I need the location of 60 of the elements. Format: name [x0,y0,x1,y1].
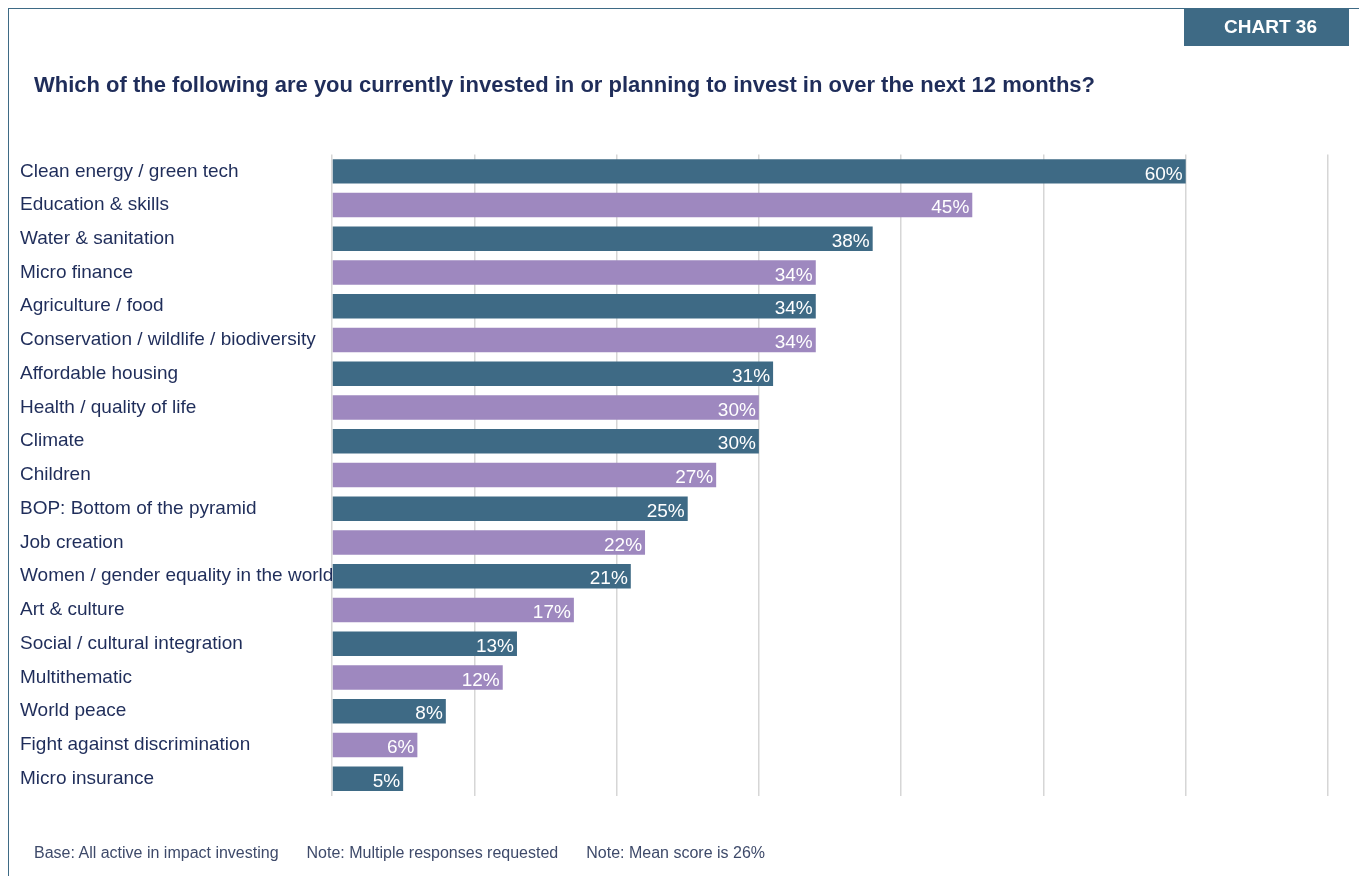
bar [332,631,517,656]
data-label: 17% [532,601,571,623]
y-tick-label: Education & skills [20,193,169,215]
bar [332,159,1186,184]
data-label: 30% [717,398,756,420]
data-label: 5% [372,769,401,791]
y-tick-label: Agriculture / food [20,294,164,316]
y-tick-label: Climate [20,429,85,451]
caption: CHART 36 [1184,8,1349,46]
y-tick-label: Affordable housing [20,361,179,383]
data-label: 27% [675,466,714,488]
data-label: 21% [589,567,628,589]
y-tick-label: Art & culture [20,598,125,620]
data-label: 25% [646,499,685,521]
bar [332,699,446,724]
y-tick-label: Women / gender equality in the world [20,564,334,586]
data-label: 12% [461,668,500,690]
y-tick-label: Job creation [20,530,124,552]
text: Note: Mean score is 26% [586,844,766,861]
data-label: 13% [475,634,515,656]
text: Note: Multiple responses requested [306,844,559,861]
bar [332,260,816,285]
bar [332,327,816,353]
y-tick-label: Health / quality of life [20,395,197,417]
text: Base: All active in impact investing [34,844,279,861]
y-tick-label: Fight against discrimination [20,733,251,755]
data-label: 22% [604,533,643,555]
data-label: 60% [1144,162,1183,184]
y-tick-label: World peace [20,699,127,721]
y-tick-label: Water & sanitation [20,227,175,248]
data-label: 34% [774,263,813,285]
bar [332,429,759,454]
bar [332,496,688,521]
data-label: 8% [415,702,443,724]
data-label: 34% [774,331,813,353]
bar [332,294,816,319]
y-tick-label: Micro insurance [20,766,155,788]
data-label: 30% [717,432,756,454]
chart-title: Which of the following are you currently invested in or planning to invest in over the next 12 months? [34,72,1096,98]
data-label: 45% [931,196,970,218]
bar [332,530,646,555]
bar [332,462,717,488]
bar [332,192,973,218]
y-tick-label: Clean energy / green tech [20,159,239,181]
y-tick-label: Multithematic [20,665,132,687]
bar [332,226,873,251]
y-tick-label: BOP: Bottom of the pyramid [20,496,257,518]
y-tick-label: Children [20,463,91,485]
y-tick-label: Social / cultural integration [20,631,243,653]
data-label: 31% [732,364,771,386]
bar [332,564,631,589]
y-tick-label: Conservation / wildlife / biodiversity [20,328,317,350]
data-label: 38% [831,230,870,251]
bar [332,597,574,623]
data-label: 6% [386,736,415,758]
y-tick-label: Micro finance [20,260,133,282]
bar [332,361,774,386]
bar [332,665,503,690]
bar [332,395,759,420]
data-label: 34% [774,297,813,319]
